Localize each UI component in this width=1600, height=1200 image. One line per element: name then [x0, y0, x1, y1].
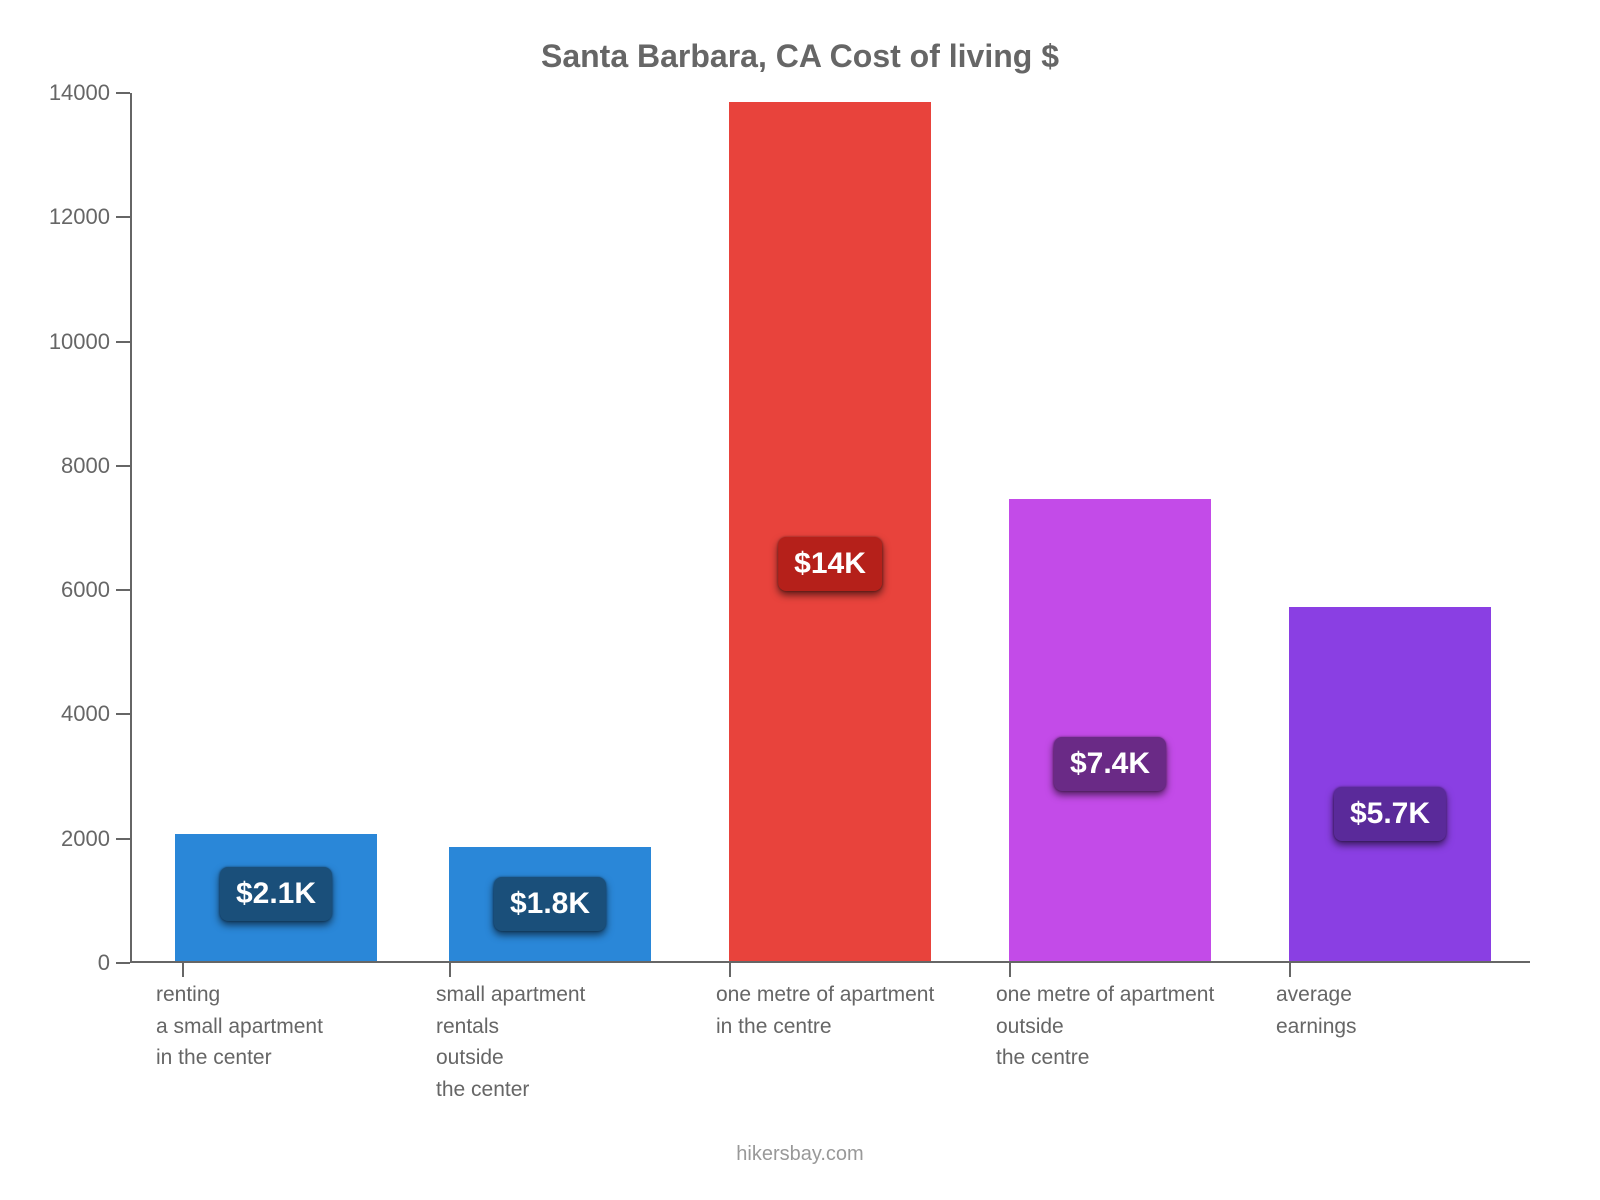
- y-tick-label: 6000: [61, 577, 130, 603]
- plot-area: $2.1K$1.8K$14K$7.4K$5.7K 020004000600080…: [130, 93, 1530, 963]
- x-axis-label: one metre of apartment in the centre: [690, 979, 970, 1105]
- x-labels-row: renting a small apartment in the centers…: [130, 963, 1530, 1105]
- bar: $14K: [729, 102, 931, 961]
- x-axis-label: one metre of apartment outside the centr…: [970, 979, 1250, 1105]
- bar-slot: $1.8K: [410, 93, 690, 961]
- value-badge: $5.7K: [1334, 787, 1446, 841]
- bar-slot: $5.7K: [1250, 93, 1530, 961]
- y-tick-label: 14000: [49, 80, 130, 106]
- y-tick-label: 2000: [61, 826, 130, 852]
- x-axis: [130, 961, 1530, 963]
- chart-title: Santa Barbara, CA Cost of living $: [40, 30, 1560, 93]
- x-tick: [449, 963, 451, 977]
- x-tick: [1289, 963, 1291, 977]
- bar: $5.7K: [1289, 607, 1491, 961]
- bar: $7.4K: [1009, 499, 1211, 961]
- bars-container: $2.1K $1.8K $14K $7.4K $5.7K: [130, 93, 1530, 961]
- y-tick-label: 0: [98, 950, 130, 976]
- chart-footer: hikersbay.com: [40, 1143, 1560, 1166]
- y-tick-label: 8000: [61, 453, 130, 479]
- x-axis-label: renting a small apartment in the center: [130, 979, 410, 1105]
- bar-slot: $2.1K: [130, 93, 410, 961]
- value-badge: $14K: [778, 537, 882, 591]
- x-axis-label: average earnings: [1250, 979, 1530, 1105]
- cost-of-living-chart: Santa Barbara, CA Cost of living $ $2.1K…: [40, 30, 1560, 1170]
- value-badge: $7.4K: [1054, 737, 1166, 791]
- y-tick-label: 10000: [49, 329, 130, 355]
- bar-slot: $14K: [690, 93, 970, 961]
- bar: $1.8K: [449, 847, 651, 961]
- value-badge: $1.8K: [494, 877, 606, 931]
- y-tick-label: 4000: [61, 701, 130, 727]
- x-tick: [1009, 963, 1011, 977]
- x-tick: [182, 963, 184, 977]
- bar: $2.1K: [175, 834, 377, 961]
- x-tick: [729, 963, 731, 977]
- bar-slot: $7.4K: [970, 93, 1250, 961]
- x-axis-label: small apartment rentals outside the cent…: [410, 979, 690, 1105]
- y-tick-label: 12000: [49, 204, 130, 230]
- value-badge: $2.1K: [220, 867, 332, 921]
